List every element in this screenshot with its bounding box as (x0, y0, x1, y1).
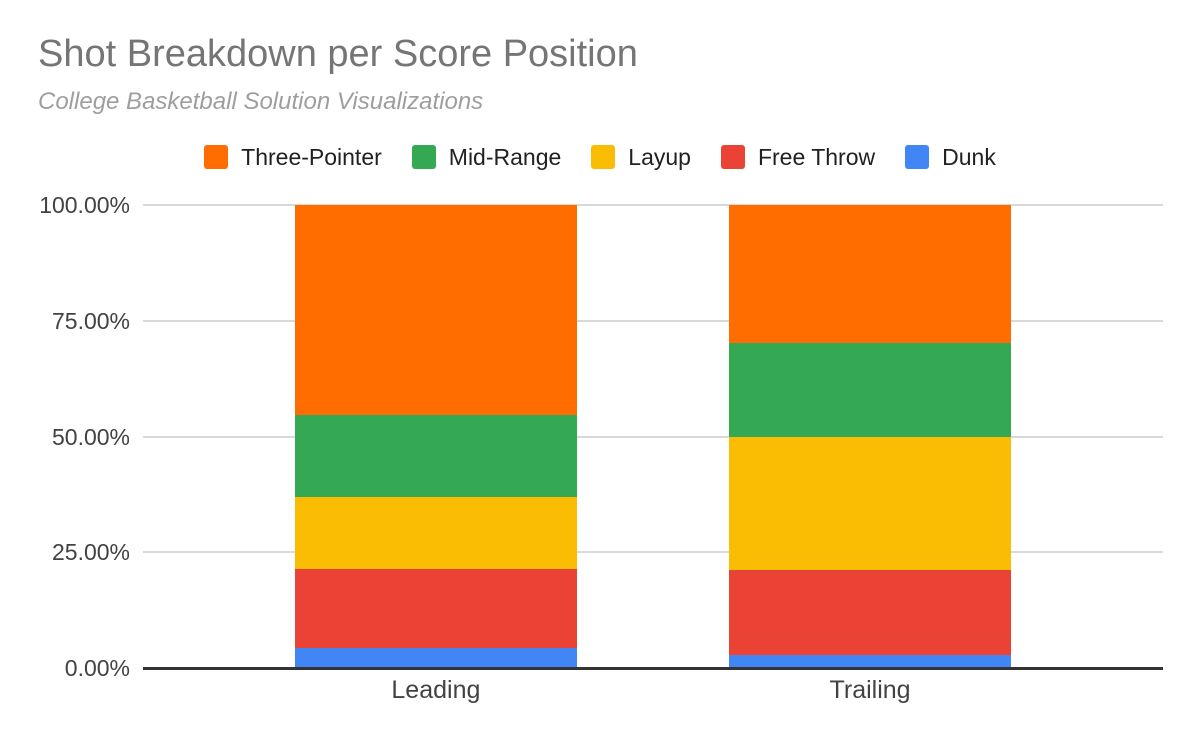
legend-item-three-pointer: Three-Pointer (204, 144, 382, 171)
legend-item-mid-range: Mid-Range (411, 143, 562, 171)
bar-segment-dunk (728, 655, 1012, 668)
x-axis-line (143, 667, 1163, 670)
bar-segment-dunk (294, 648, 578, 668)
chart-subtitle: College Basketball Solution Visualizatio… (38, 88, 484, 115)
y-axis-label: 75.00% (51, 307, 130, 334)
legend-label: Dunk (942, 143, 996, 170)
legend-label: Mid-Range (448, 143, 562, 170)
legend-swatch-icon (204, 145, 229, 169)
bar-segment-mid-range (294, 415, 578, 497)
gridline-50 (143, 435, 1163, 438)
bar-segment-free-throw (294, 569, 578, 649)
bars-group (143, 205, 1163, 668)
bar-segment-layup (294, 496, 578, 570)
gridline-25 (143, 551, 1163, 554)
y-axis-labels: 100.00% 75.00% 50.00% 25.00% 0.00% (0, 192, 130, 681)
legend-swatch-icon (905, 145, 930, 169)
legend-swatch-icon (591, 145, 616, 169)
bar-segment-three-pointer (728, 205, 1012, 344)
bar-segment-layup (728, 437, 1012, 570)
legend-label: Layup (628, 143, 691, 170)
x-axis-label-leading: Leading (391, 676, 481, 704)
legend-swatch-icon (411, 145, 436, 169)
legend-swatch-icon (720, 145, 745, 169)
legend-item-free-throw: Free Throw (720, 143, 876, 171)
y-axis-label: 50.00% (51, 423, 130, 450)
bar-segment-three-pointer (294, 205, 578, 416)
gridline-100 (143, 204, 1163, 206)
bar-segment-mid-range (728, 343, 1012, 438)
legend-item-layup: Layup (591, 144, 691, 171)
x-axis-label-trailing: Trailing (829, 676, 911, 704)
legend-item-dunk: Dunk (905, 144, 996, 171)
bar-column-trailing (728, 205, 1012, 668)
plot-area (143, 204, 1163, 670)
y-axis-label: 25.00% (51, 539, 130, 566)
x-axis-labels: Leading Trailing (143, 676, 1163, 705)
legend: Three-Pointer Mid-Range Layup Free Throw Dun… (0, 143, 1200, 171)
chart-title: Shot Breakdown per Score Position (38, 33, 638, 75)
y-axis-label: 0.00% (64, 655, 130, 681)
bar-column-leading (294, 205, 578, 668)
bar-segment-free-throw (728, 569, 1012, 656)
gridline-75 (143, 319, 1163, 322)
legend-label: Free Throw (757, 143, 876, 170)
y-axis-label: 100.00% (39, 192, 130, 218)
legend-label: Three-Pointer (241, 143, 382, 170)
